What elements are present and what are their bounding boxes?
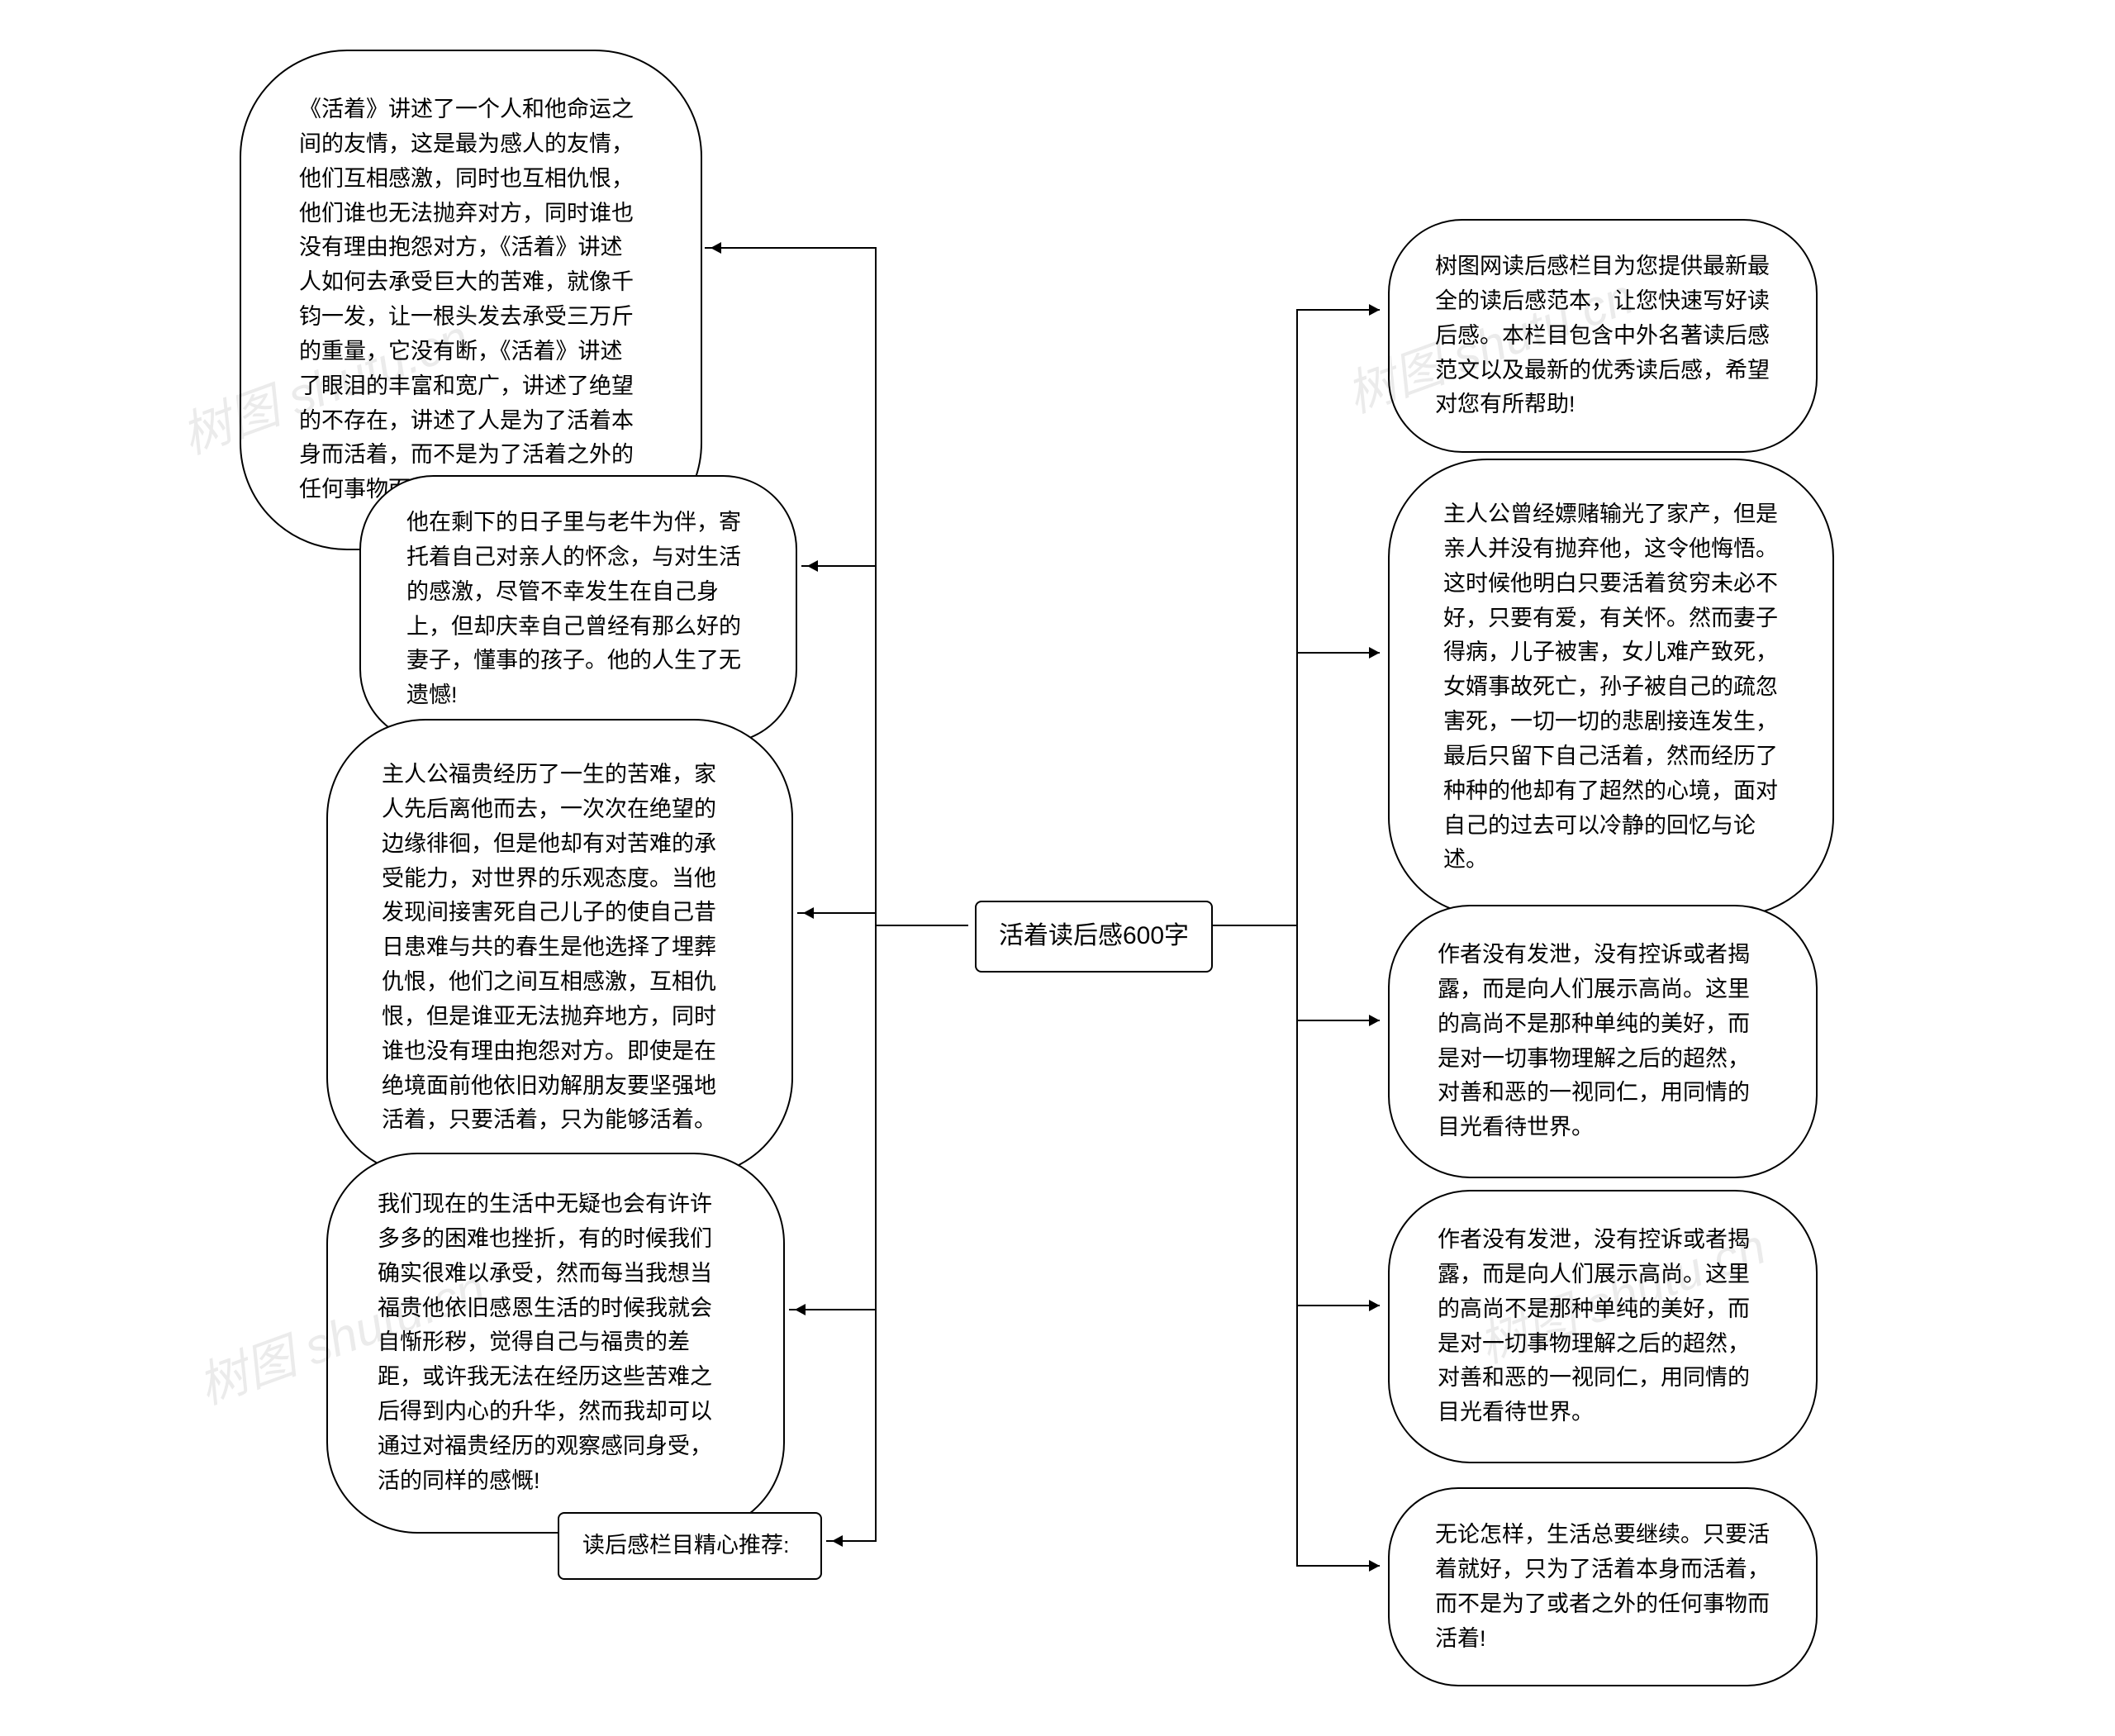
left-node-5: 读后感栏目精心推荐: [558, 1512, 822, 1580]
node-text: 主人公福贵经历了一生的苦难，家人先后离他而去，一次次在绝望的边缘徘徊，但是他却有… [382, 762, 716, 1132]
node-text: 树图网读后感栏目为您提供最新最全的读后感范本，让您快速写好读后感。本栏目包含中外… [1435, 254, 1770, 416]
right-node-3: 作者没有发泄，没有控诉或者揭露，而是向人们展示高尚。这里的高尚不是那种单纯的美好… [1388, 905, 1818, 1178]
node-text: 无论怎样，生活总要继续。只要活着就好，只为了活着本身而活着，而不是为了或者之外的… [1435, 1522, 1770, 1651]
right-node-4: 作者没有发泄，没有控诉或者揭露，而是向人们展示高尚。这里的高尚不是那种单纯的美好… [1388, 1190, 1818, 1463]
right-node-2: 主人公曾经嫖赌输光了家产，但是亲人并没有抛弃他，这令他悔悟。这时候他明白只要活着… [1388, 459, 1834, 916]
left-node-4: 我们现在的生活中无疑也会有许许多多的困难也挫折，有的时候我们确实很难以承受，然而… [326, 1153, 785, 1534]
node-text: 《活着》讲述了一个人和他命运之间的友情，这是最为感人的友情，他们互相感激，同时也… [299, 97, 634, 502]
node-text: 他在剩下的日子里与老牛为伴，寄托着自己对亲人的怀念，与对生活的感激，尽管不幸发生… [406, 510, 741, 707]
right-node-1: 树图网读后感栏目为您提供最新最全的读后感范本，让您快速写好读后感。本栏目包含中外… [1388, 219, 1818, 453]
node-text: 作者没有发泄，没有控诉或者揭露，而是向人们展示高尚。这里的高尚不是那种单纯的美好… [1438, 1227, 1750, 1424]
node-text: 作者没有发泄，没有控诉或者揭露，而是向人们展示高尚。这里的高尚不是那种单纯的美好… [1438, 942, 1750, 1139]
right-node-5: 无论怎样，生活总要继续。只要活着就好，只为了活着本身而活着，而不是为了或者之外的… [1388, 1487, 1818, 1686]
left-node-2: 他在剩下的日子里与老牛为伴，寄托着自己对亲人的怀念，与对生活的感激，尽管不幸发生… [359, 475, 797, 744]
left-node-3: 主人公福贵经历了一生的苦难，家人先后离他而去，一次次在绝望的边缘徘徊，但是他却有… [326, 719, 793, 1177]
center-label: 活着读后感600字 [999, 922, 1189, 949]
node-text: 主人公曾经嫖赌输光了家产，但是亲人并没有抛弃他，这令他悔悟。这时候他明白只要活着… [1443, 502, 1778, 872]
center-node: 活着读后感600字 [975, 901, 1213, 973]
node-text: 我们现在的生活中无疑也会有许许多多的困难也挫折，有的时候我们确实很难以承受，然而… [378, 1191, 712, 1493]
node-text: 读后感栏目精心推荐: [582, 1533, 790, 1558]
